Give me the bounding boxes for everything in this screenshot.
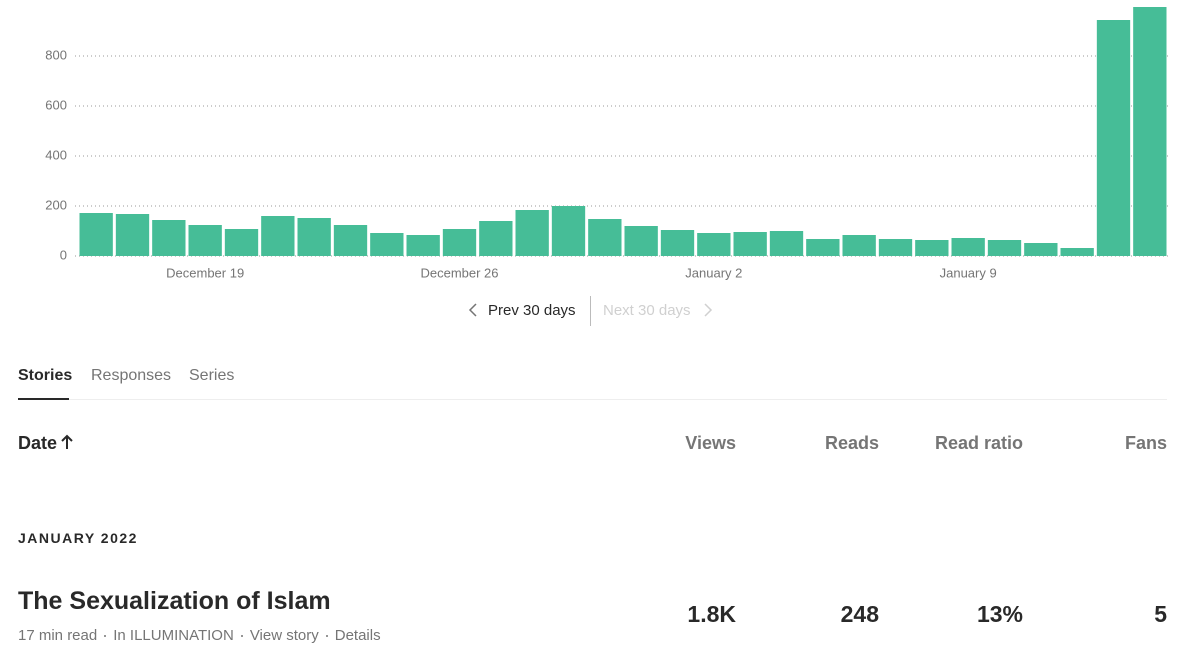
bar [370, 233, 404, 256]
tab[interactable]: Series [189, 367, 235, 384]
tab[interactable]: Stories [18, 367, 73, 384]
bar [878, 239, 913, 256]
bar [515, 210, 549, 256]
view-story[interactable]: View story [249, 627, 319, 644]
bar [261, 216, 295, 256]
header-date: Date [18, 433, 58, 453]
bar [951, 238, 985, 256]
chevron-right [704, 303, 712, 317]
bar [769, 231, 804, 256]
x-tick-label: December 26 [420, 265, 498, 280]
bar [806, 239, 840, 256]
bar [987, 240, 1022, 256]
separator [325, 635, 328, 638]
bar [333, 225, 368, 256]
bar [1024, 243, 1058, 256]
bar [442, 229, 477, 256]
fans: 5 [1154, 601, 1167, 627]
details[interactable]: Details [334, 627, 381, 644]
read-ratio: 13% [976, 601, 1023, 627]
bar [224, 229, 259, 256]
x-tick-label: December 19 [166, 265, 244, 280]
prev-label: Prev 30 days [488, 302, 576, 319]
header-views[interactable]: Views [685, 433, 736, 453]
sort-arrow [61, 434, 73, 449]
bar [115, 214, 150, 256]
reads: 248 [840, 601, 879, 627]
header-ratio[interactable]: Read ratio [934, 433, 1023, 453]
y-tick-label: 800 [45, 47, 67, 62]
bar [1060, 248, 1094, 256]
tab-rule [18, 399, 1167, 400]
story-meta: 17 min read In ILLUMINATION View story Deta… [18, 627, 381, 644]
bar [406, 235, 440, 256]
sort-date[interactable]: Date [18, 433, 73, 454]
publication[interactable]: In ILLUMINATION [113, 627, 234, 644]
separator [104, 635, 107, 638]
bar [915, 240, 949, 256]
next-label: Next 30 days [603, 302, 691, 319]
chart: 0 200 400 600 800 December 19 December 26 Janua… [45, 7, 1168, 280]
bar [624, 226, 658, 256]
x-tick-label: January 2 [685, 265, 742, 280]
bar [660, 230, 695, 256]
x-tick-label: January 9 [940, 265, 997, 280]
chevron-left [468, 303, 477, 317]
bar [479, 221, 513, 256]
story-title[interactable]: The Sexualization of Islam [18, 587, 331, 615]
bar [588, 219, 622, 256]
y-tick-label: 400 [45, 147, 67, 162]
header-reads[interactable]: Reads [824, 433, 879, 453]
read-time: 17 min read [18, 627, 98, 644]
y-tick-label: 200 [45, 197, 67, 212]
bar [551, 206, 586, 256]
y-tick-label: 0 [60, 247, 67, 262]
bar [152, 220, 186, 256]
separator [240, 635, 243, 638]
bar [1133, 7, 1167, 256]
header-fans[interactable]: Fans [1124, 433, 1167, 453]
section-heading: JANUARY 2022 [18, 530, 138, 546]
nav-divider [590, 296, 591, 326]
bar [697, 233, 731, 256]
bar [188, 225, 222, 256]
next-button[interactable]: Next 30 days [603, 302, 713, 319]
tab[interactable]: Responses [91, 367, 172, 384]
bar [733, 232, 767, 256]
views: 1.8K [687, 601, 736, 627]
y-tick-label: 600 [45, 97, 67, 112]
bar [297, 218, 331, 256]
bar [1096, 20, 1131, 256]
prev-button[interactable]: Prev 30 days [468, 302, 576, 319]
bar [842, 235, 876, 256]
tab-active-underline [18, 398, 69, 400]
bar [79, 213, 113, 256]
